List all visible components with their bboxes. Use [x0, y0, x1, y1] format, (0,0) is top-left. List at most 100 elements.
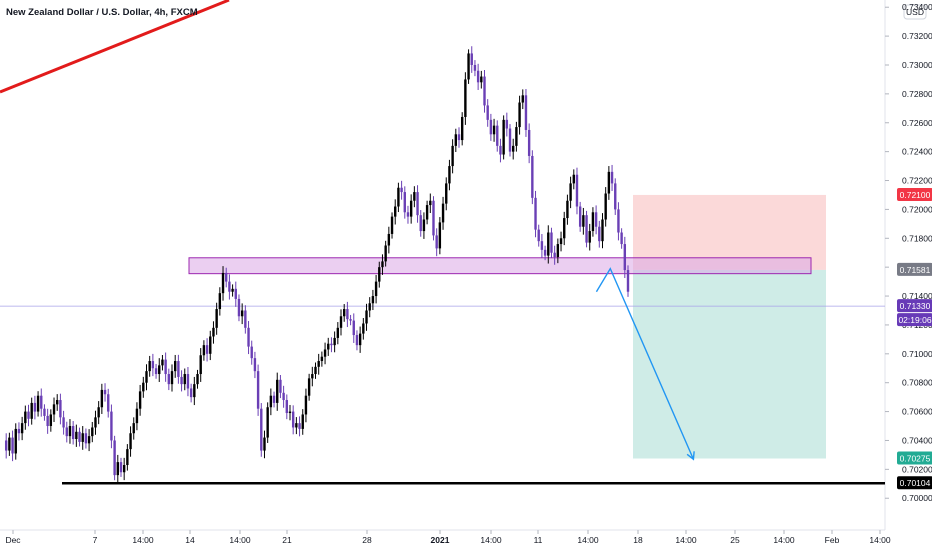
projected-path[interactable] [595, 267, 695, 460]
candle-body [135, 408, 139, 424]
candle-body [52, 404, 56, 415]
x-tick-label: 14:00 [773, 535, 795, 545]
candle-body [422, 219, 426, 232]
candle-body [288, 411, 292, 414]
candle-body [103, 389, 107, 395]
candle-body [240, 310, 244, 317]
x-tick-label: 14:00 [229, 535, 251, 545]
x-tick-label: 14:00 [132, 535, 154, 545]
x-tick-label: 14:00 [869, 535, 891, 545]
candle-body [518, 102, 521, 128]
candle-body [352, 320, 355, 336]
candle-body [355, 335, 359, 346]
x-tick-label: 14:00 [480, 535, 502, 545]
candle-body [457, 134, 461, 141]
y-tick-label: 0.72200 [902, 176, 932, 186]
y-tick-label: 0.73400 [902, 2, 932, 12]
candle-body [623, 244, 627, 271]
y-tick-label: 0.73000 [902, 60, 932, 70]
candle-body [384, 245, 387, 262]
candle-body [87, 436, 91, 444]
candle-body [559, 238, 563, 245]
candle-body [572, 174, 575, 184]
candle-body [110, 411, 113, 441]
candle-body [620, 232, 623, 245]
candle-body [330, 343, 333, 346]
candle-body [368, 303, 371, 311]
candle-body [78, 431, 81, 442]
chart-title: New Zealand Dollar / U.S. Dollar, 4h, FX… [6, 7, 198, 18]
candle-body [116, 462, 119, 476]
candle-body [49, 414, 53, 427]
candle-body [196, 374, 199, 385]
candle-body [512, 145, 515, 152]
candle-body [464, 79, 467, 117]
candle-body [489, 119, 493, 135]
candle-body [585, 215, 588, 243]
candle-body [320, 356, 324, 362]
candle-body [202, 345, 206, 356]
candle-body [508, 128, 512, 152]
time-axis[interactable]: Dec 7 14:00 14 14:00 21 28 2021 14:00 11 14:00 18 14… [5, 530, 891, 545]
current-price-badge-label: 0.71330 [900, 301, 931, 311]
current-price-badge [897, 299, 932, 313]
currency-button[interactable] [903, 4, 927, 20]
candle-body [569, 183, 572, 201]
x-tick-label: 11 [534, 535, 543, 545]
take-profit-zone[interactable] [633, 269, 826, 459]
candle-body [614, 183, 617, 210]
candle-body [221, 272, 225, 294]
trend-line[interactable] [0, 0, 230, 94]
candle-body [100, 389, 104, 408]
candle-body [438, 222, 442, 249]
candle-body [336, 327, 340, 338]
stop-price-badge [897, 187, 932, 201]
candle-body [550, 232, 553, 253]
candle-body [435, 235, 438, 249]
y-tick-label: 0.72800 [902, 89, 932, 99]
candle-body [448, 166, 451, 184]
x-tick-label: 2021 [431, 535, 450, 545]
candle-body [126, 449, 129, 466]
candle-body [591, 212, 595, 232]
candle-body [333, 337, 336, 346]
candle-body [381, 261, 384, 268]
candle-body [617, 209, 620, 233]
candle-body [626, 270, 630, 292]
support-price-badge-label: 0.70104 [900, 478, 931, 488]
entry-price-badge [897, 262, 932, 276]
candle-body [218, 293, 222, 310]
candle-body [492, 125, 496, 135]
candle-body [575, 174, 579, 207]
target-price-badge-label: 0.70275 [900, 454, 931, 464]
path-arrow-head [686, 451, 695, 461]
candle-body [387, 233, 391, 246]
candle-body [327, 343, 330, 350]
candle-body [499, 145, 502, 155]
candle-body [524, 95, 528, 130]
candle-body [358, 333, 362, 346]
candle-body [234, 288, 237, 299]
candle-body [582, 215, 585, 227]
candle-body [425, 205, 429, 220]
candle-body [432, 200, 435, 236]
candle-body [161, 359, 164, 366]
candle-body [263, 437, 266, 451]
candle-body [476, 70, 480, 83]
candle-body [183, 374, 186, 385]
target-price-badge [897, 451, 932, 465]
candle-body [4, 440, 8, 451]
candle-body [43, 408, 46, 416]
candle-body [394, 206, 397, 217]
x-tick-label: 14:00 [675, 535, 697, 545]
x-tick-label: 28 [362, 535, 372, 545]
candle-body [91, 427, 94, 437]
resistance-zone[interactable] [188, 257, 812, 275]
x-tick-label: Feb [825, 535, 840, 545]
candle-body [8, 437, 11, 451]
x-tick-label: 21 [282, 535, 292, 545]
y-tick-label: 0.72400 [902, 147, 932, 157]
candle-body [142, 382, 145, 392]
candle-body [24, 411, 27, 424]
